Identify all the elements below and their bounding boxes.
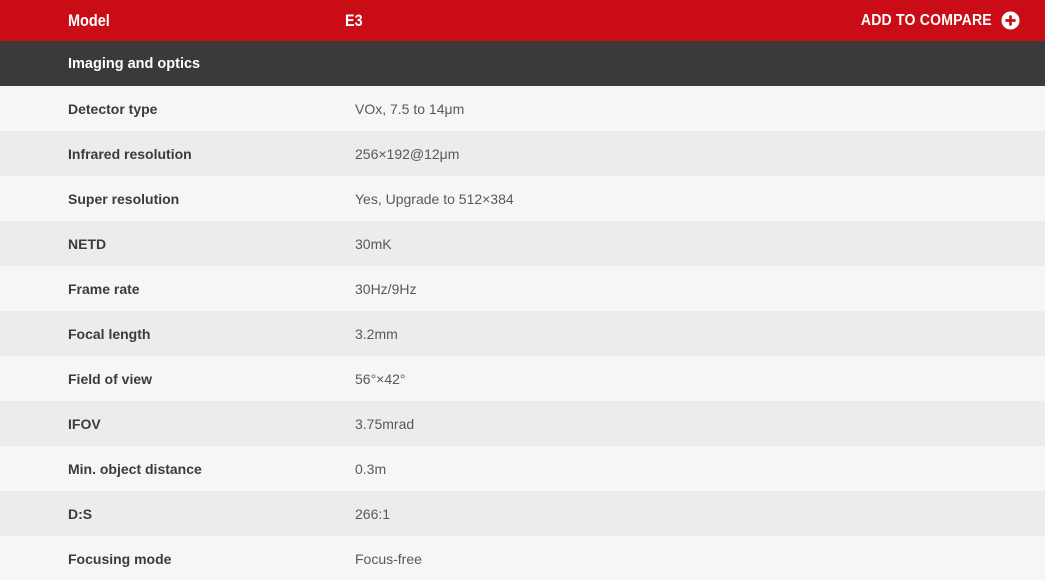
table-row-field-of-view: Field of view 56°×42°: [0, 356, 1045, 401]
table-row-focusing-mode: Focusing mode Focus-free: [0, 536, 1045, 580]
table-row-focal-length: Focal length 3.2mm: [0, 311, 1045, 356]
row-value: 30mK: [355, 235, 392, 252]
spec-rows: Detector type VOx, 7.5 to 14μm Infrared …: [0, 86, 1045, 580]
plus-circle-icon: [1001, 11, 1020, 30]
table-row-ds: D:S 266:1: [0, 491, 1045, 536]
row-value: 3.75mrad: [355, 415, 415, 432]
row-label: IFOV: [68, 415, 101, 432]
model-name: E3: [345, 10, 363, 30]
row-label: Field of view: [68, 370, 153, 387]
row-value: 30Hz/9Hz: [355, 280, 417, 297]
section-title: Imaging and optics: [68, 55, 201, 72]
row-label: Focusing mode: [68, 550, 172, 567]
table-row-frame-rate: Frame rate 30Hz/9Hz: [0, 266, 1045, 311]
row-value: 266:1: [355, 505, 391, 522]
row-label: Super resolution: [68, 190, 180, 207]
row-value: Focus-free: [355, 550, 422, 567]
row-value: 0.3m: [355, 460, 387, 477]
row-label: NETD: [68, 235, 107, 252]
row-label: Focal length: [68, 325, 151, 342]
add-to-compare-button[interactable]: ADD TO COMPARE: [843, 11, 1020, 30]
row-label: Frame rate: [68, 280, 140, 297]
row-label: Min. object distance: [68, 460, 202, 477]
row-label: Detector type: [68, 100, 158, 117]
table-row-infrared-resolution: Infrared resolution 256×192@12μm: [0, 131, 1045, 176]
add-to-compare-label: ADD TO COMPARE: [860, 11, 992, 29]
table-row-netd: NETD 30mK: [0, 221, 1045, 266]
row-value: 256×192@12μm: [355, 145, 460, 162]
row-value: 56°×42°: [355, 370, 406, 387]
model-header-label: Model: [68, 10, 110, 30]
row-value: VOx, 7.5 to 14μm: [355, 100, 465, 117]
table-row-min-object-distance: Min. object distance 0.3m: [0, 446, 1045, 491]
table-row-ifov: IFOV 3.75mrad: [0, 401, 1045, 446]
model-header-bar: Model E3 ADD TO COMPARE: [0, 0, 1045, 41]
row-value: Yes, Upgrade to 512×384: [355, 190, 514, 207]
table-row-super-resolution: Super resolution Yes, Upgrade to 512×384: [0, 176, 1045, 221]
row-value: 3.2mm: [355, 325, 398, 342]
row-label: Infrared resolution: [68, 145, 192, 162]
row-label: D:S: [68, 505, 93, 522]
table-row-detector-type: Detector type VOx, 7.5 to 14μm: [0, 86, 1045, 131]
section-header-imaging-and-optics: Imaging and optics: [0, 41, 1045, 86]
